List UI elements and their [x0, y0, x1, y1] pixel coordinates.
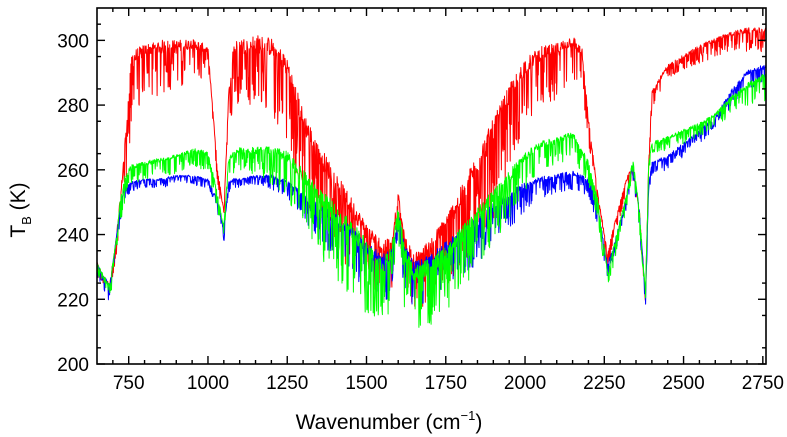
x-tick-label: 2250 — [583, 373, 625, 394]
x-tick-label: 1000 — [187, 373, 229, 394]
y-axis-title: TB (K) — [7, 182, 34, 237]
x-tick-label: 1250 — [266, 373, 308, 394]
y-axis-title-subscript: B — [19, 216, 34, 225]
series-line-3 — [96, 74, 767, 328]
y-tick-label: 240 — [57, 226, 89, 247]
x-tick-label: 750 — [113, 373, 145, 394]
x-tick-label: 2500 — [662, 373, 704, 394]
x-axis-title: Wavenumber (cm−1) — [296, 408, 483, 434]
y-tick-label: 300 — [57, 31, 89, 52]
x-axis-title-superscript: −1 — [461, 408, 476, 423]
series-layer — [96, 27, 767, 328]
y-tick-label: 260 — [57, 161, 89, 182]
y-tick-label: 200 — [57, 355, 89, 376]
x-tick-label: 1500 — [345, 373, 387, 394]
x-tick-label: 1750 — [425, 373, 467, 394]
tick-labels-layer: 750 1000 1250 1500 1750 2000 2250 2500 2750 200 22… — [57, 31, 784, 394]
x-tick-label: 2000 — [504, 373, 546, 394]
y-tick-label: 220 — [57, 290, 89, 311]
ticks-layer — [97, 8, 766, 365]
x-tick-label: 2750 — [742, 373, 784, 394]
y-tick-label: 280 — [57, 96, 89, 117]
